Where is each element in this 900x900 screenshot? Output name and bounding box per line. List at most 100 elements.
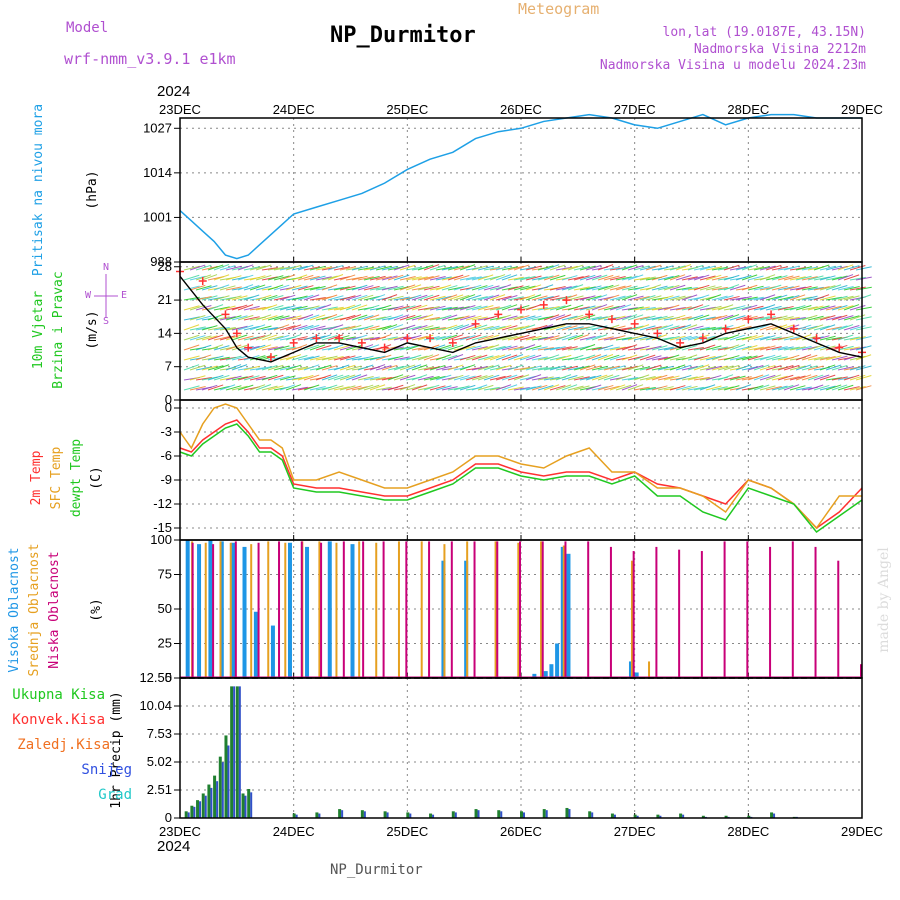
pressure-unit: (hPa) xyxy=(85,170,100,209)
wind-arrow xyxy=(447,364,464,371)
wind-arrow xyxy=(717,304,734,311)
wind-arrow xyxy=(453,294,470,301)
wind-arrow xyxy=(435,266,452,271)
precip-total-bar xyxy=(406,812,410,818)
wind-arrow xyxy=(261,294,278,301)
wind-gust-point xyxy=(653,329,662,338)
wind-arrow xyxy=(357,344,374,351)
wind-arrow xyxy=(333,266,350,271)
wind-arrow xyxy=(669,325,686,331)
wind-arrow xyxy=(801,306,818,311)
wind-arrow xyxy=(321,325,338,331)
cloud-high-bar xyxy=(287,542,292,678)
wind-arrow xyxy=(609,365,626,371)
wind-arrow xyxy=(375,354,392,361)
cloud-high-bar xyxy=(634,672,639,678)
cloud-low-bar xyxy=(746,541,749,678)
wind-arrow xyxy=(183,274,200,281)
wind-arrow xyxy=(705,316,722,321)
cloud-mid-bar xyxy=(229,542,232,678)
wind-arrow xyxy=(321,334,338,341)
wind-arrow xyxy=(441,386,458,391)
wind-gust-point xyxy=(426,334,435,343)
cloud-mid-bar xyxy=(318,541,321,678)
wind-arrow xyxy=(519,315,536,321)
wind-arrow xyxy=(237,284,254,291)
wind-arrow xyxy=(219,335,236,341)
wind-arrow xyxy=(723,284,740,291)
wind-arrow xyxy=(789,316,806,321)
wind-arrow xyxy=(183,364,200,371)
wind-arrow xyxy=(687,325,704,331)
wind-arrow xyxy=(447,294,464,301)
wind-arrow xyxy=(363,336,380,341)
wind-arrow xyxy=(849,365,866,371)
pressure-line xyxy=(179,113,862,260)
wind-arrow xyxy=(231,376,248,381)
wind-arrow xyxy=(321,384,338,391)
wind-arrow xyxy=(513,264,530,271)
wind-arrow xyxy=(783,354,800,361)
wind-arrow xyxy=(645,364,662,371)
precip-total-bar xyxy=(497,810,501,818)
wind-arrow xyxy=(609,304,626,311)
wind-arrow xyxy=(621,384,638,391)
wind-arrow xyxy=(711,365,728,371)
wind-gust-point xyxy=(630,319,639,328)
wind-arrow xyxy=(537,315,554,321)
wind-arrow xyxy=(279,305,296,311)
cloud-mid-bar xyxy=(562,545,565,678)
wind-arrow xyxy=(459,315,476,321)
precip-total-bar xyxy=(315,812,319,818)
wind-arrow xyxy=(501,315,518,321)
wind-arrow xyxy=(327,385,344,391)
wind-arrow xyxy=(855,375,872,381)
precip-total-bar xyxy=(633,814,637,818)
wind-arrow xyxy=(417,276,434,281)
wind-arrow xyxy=(507,265,524,271)
wind-arrow xyxy=(339,336,356,341)
wind-arrow xyxy=(603,365,620,371)
wind-arrow xyxy=(819,295,836,301)
cloud-mid-bar xyxy=(267,541,270,678)
wind-arrow xyxy=(405,325,422,331)
wind-arrow xyxy=(399,305,416,311)
wind-arrow xyxy=(777,305,794,311)
wind-arrow xyxy=(489,294,506,301)
wind-arrow xyxy=(621,307,638,311)
wind-arrow xyxy=(459,305,476,311)
cloud_cover-ytick-label: 0 xyxy=(165,670,172,685)
wind-arrow xyxy=(303,374,320,381)
wind-arrow xyxy=(519,375,536,381)
wind-arrow xyxy=(369,364,386,371)
precip-snow-bar xyxy=(477,810,480,818)
precip-snow-bar xyxy=(545,810,548,818)
wind-arrow xyxy=(495,274,512,281)
wind-arrow xyxy=(825,364,842,371)
temperature-ytick-label: -3 xyxy=(160,424,172,439)
wind-arrow xyxy=(579,274,596,281)
wind-arrow xyxy=(513,355,530,361)
wind-arrow xyxy=(513,386,530,391)
wind-arrow xyxy=(771,356,788,361)
wind-arrow xyxy=(825,265,842,271)
wind-arrow xyxy=(477,345,494,351)
wind-arrow xyxy=(465,276,482,281)
wind-arrow xyxy=(255,344,272,351)
page-title: NP_Durmitor xyxy=(330,23,476,48)
model-elevation: Nadmorska Visina u modelu 2024.23m xyxy=(599,58,866,73)
wind-arrow xyxy=(747,305,764,311)
wind-arrow xyxy=(483,285,500,291)
wind-arrow xyxy=(489,274,506,281)
wind-arrow xyxy=(741,264,758,271)
wind-arrow xyxy=(477,305,494,311)
wind-arrow xyxy=(267,335,284,341)
wind-arrow xyxy=(207,334,224,341)
wind-arrow xyxy=(591,316,608,321)
wind-arrow xyxy=(519,335,536,341)
wind-arrow xyxy=(663,295,680,301)
wind-arrow xyxy=(663,354,680,361)
wind-arrow xyxy=(507,375,524,381)
wind-arrow xyxy=(777,374,794,381)
wind-arrow xyxy=(297,264,314,271)
